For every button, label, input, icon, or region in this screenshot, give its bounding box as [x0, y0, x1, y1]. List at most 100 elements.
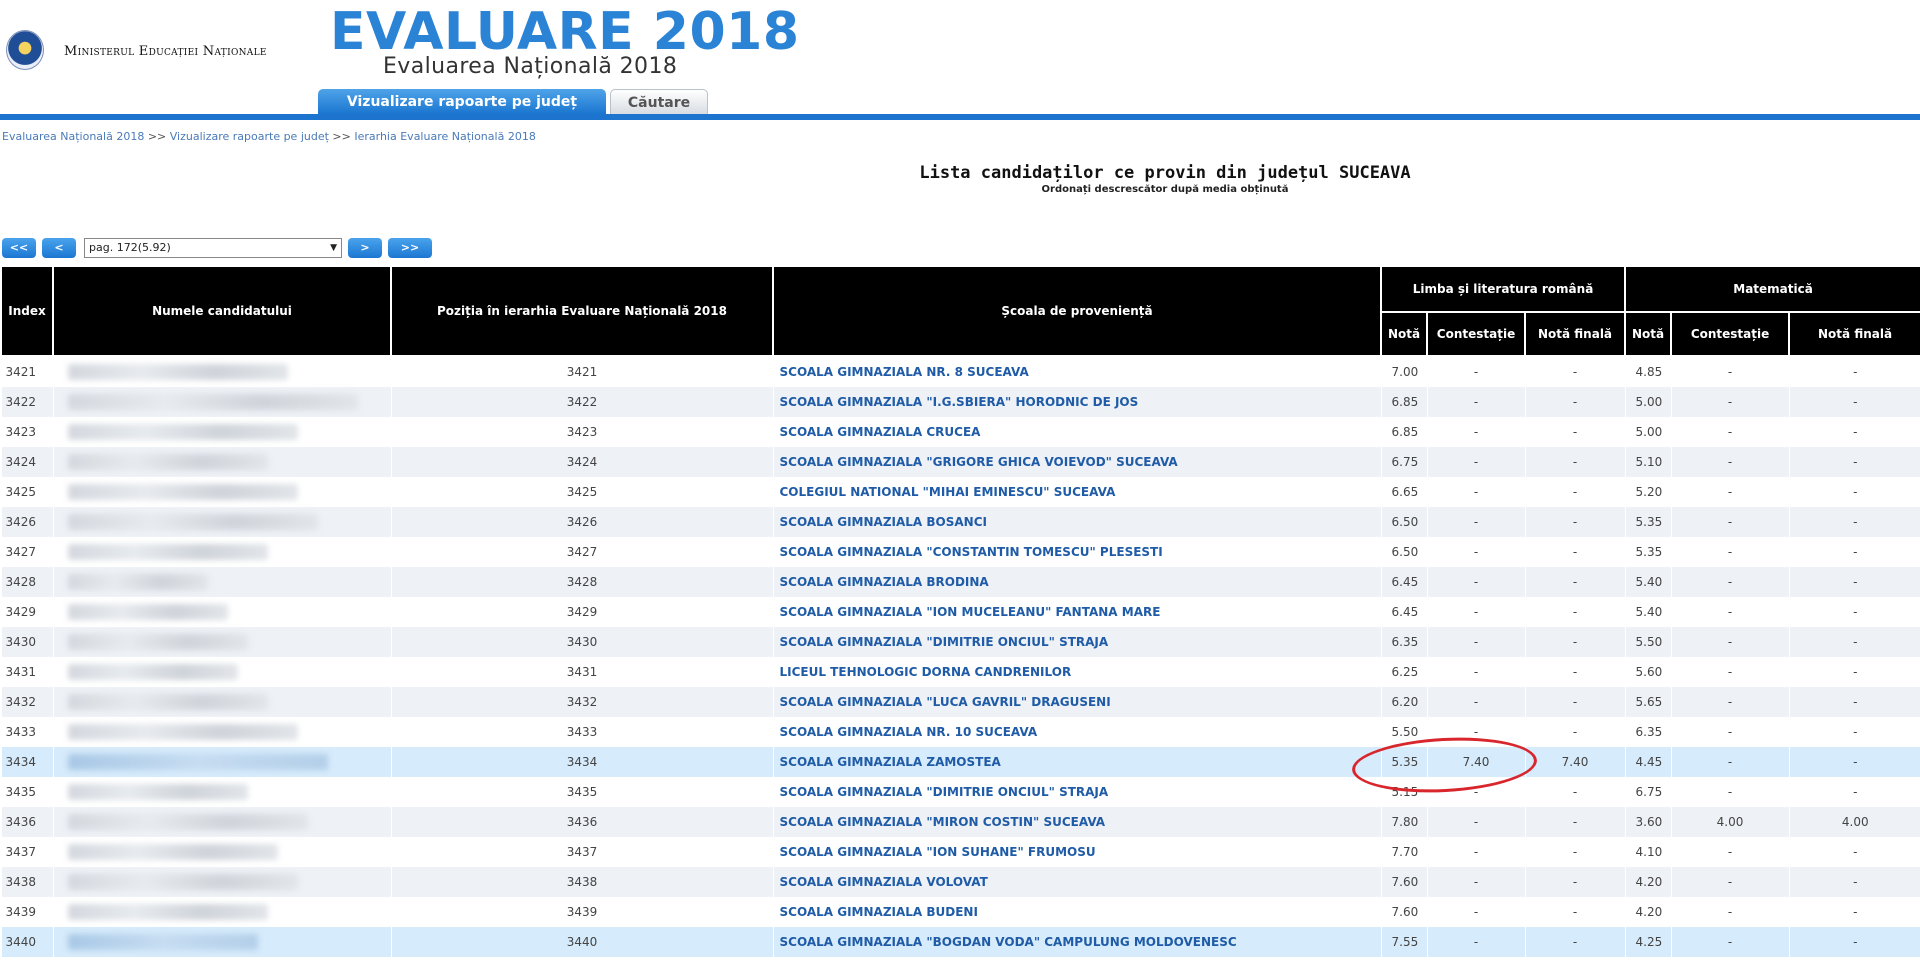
breadcrumb-item-county-reports[interactable]: Vizualizare rapoarte pe județ: [169, 130, 329, 143]
math-grade: 4.20: [1624, 867, 1672, 897]
math-grade: 4.85: [1624, 356, 1672, 387]
redacted-name: [67, 754, 328, 770]
row-index: 3425: [0, 477, 53, 507]
ro-grade: 6.50: [1380, 537, 1427, 567]
candidate-name: [52, 837, 391, 867]
school-link[interactable]: SCOALA GIMNAZIALA CRUCEA: [772, 417, 1381, 447]
col-header-name[interactable]: Numele candidatului: [52, 265, 392, 357]
school-link[interactable]: LICEUL TEHNOLOGIC DORNA CANDRENILOR: [772, 657, 1381, 687]
school-link[interactable]: SCOALA GIMNAZIALA VOLOVAT: [772, 867, 1381, 897]
math-final: -: [1788, 687, 1920, 717]
ro-grade: 6.85: [1380, 417, 1427, 447]
col-header-ro-final[interactable]: Notă finală: [1523, 311, 1627, 357]
redacted-name: [67, 514, 318, 530]
school-link[interactable]: COLEGIUL NATIONAL "MIHAI EMINESCU" SUCEA…: [772, 477, 1381, 507]
school-link[interactable]: SCOALA GIMNAZIALA BUDENI: [772, 897, 1381, 927]
math-appeal: -: [1670, 837, 1790, 867]
redacted-name: [67, 724, 298, 740]
school-link[interactable]: SCOALA GIMNAZIALA BRODINA: [772, 567, 1381, 597]
school-link[interactable]: SCOALA GIMNAZIALA "LUCA GAVRIL" DRAGUSEN…: [772, 687, 1381, 717]
row-position: 3422: [390, 387, 773, 417]
ro-final: -: [1524, 927, 1626, 957]
candidate-name: [52, 627, 391, 657]
breadcrumb: Evaluarea Națională 2018 >> Vizualizare …: [2, 130, 536, 143]
col-header-ro-grade[interactable]: Notă: [1380, 311, 1428, 357]
page-select[interactable]: pag. 172(5.92) ▼: [84, 238, 342, 258]
school-link[interactable]: SCOALA GIMNAZIALA "GRIGORE GHICA VOIEVOD…: [772, 447, 1381, 477]
math-grade: 5.20: [1624, 477, 1672, 507]
redacted-name: [67, 394, 358, 410]
ro-appeal: -: [1426, 927, 1525, 957]
table-row: 3430 3430 SCOALA GIMNAZIALA "DIMITRIE ONCI…: [0, 627, 1920, 657]
school-link[interactable]: SCOALA GIMNAZIALA "DIMITRIE ONCIUL" STRA…: [772, 777, 1381, 807]
candidate-name: [52, 507, 391, 537]
col-group-romanian: Limba și literatura română: [1379, 265, 1627, 313]
school-link[interactable]: SCOALA GIMNAZIALA "CONSTANTIN TOMESCU" P…: [772, 537, 1381, 567]
ministry-name: Ministerul Educației Naționale: [64, 44, 267, 59]
col-header-ro-appeal[interactable]: Contestație: [1426, 311, 1526, 357]
redacted-name: [67, 934, 258, 950]
redacted-name: [67, 844, 278, 860]
school-link[interactable]: SCOALA GIMNAZIALA NR. 10 SUCEAVA: [772, 717, 1381, 747]
row-position: 3421: [390, 356, 773, 387]
math-appeal: -: [1670, 717, 1790, 747]
school-link[interactable]: SCOALA GIMNAZIALA "ION MUCELEANU" FANTAN…: [772, 597, 1381, 627]
redacted-name: [67, 904, 268, 920]
school-link[interactable]: SCOALA GIMNAZIALA "BOGDAN VODA" CAMPULUN…: [772, 927, 1381, 957]
math-final: -: [1788, 567, 1920, 597]
redacted-name: [67, 424, 298, 440]
row-index: 3421: [0, 356, 53, 387]
redacted-name: [67, 604, 228, 620]
school-link[interactable]: SCOALA GIMNAZIALA "DIMITRIE ONCIUL" STRA…: [772, 627, 1381, 657]
math-grade: 5.35: [1624, 507, 1672, 537]
table-row: 3422 3422 SCOALA GIMNAZIALA "I.G.SBIERA" H…: [0, 387, 1920, 417]
row-position: 3428: [390, 567, 773, 597]
col-group-math: Matematică: [1624, 265, 1920, 313]
ro-final: -: [1524, 897, 1626, 927]
ro-appeal: -: [1426, 387, 1525, 417]
col-header-math-final[interactable]: Notă finală: [1788, 311, 1920, 357]
school-link[interactable]: SCOALA GIMNAZIALA BOSANCI: [772, 507, 1381, 537]
table-row: 3431 3431 LICEUL TEHNOLOGIC DORNA CANDRENI…: [0, 657, 1920, 687]
chevron-down-icon: ▼: [330, 243, 337, 253]
math-appeal: -: [1670, 567, 1790, 597]
col-header-school[interactable]: Școala de proveniență: [772, 265, 1382, 357]
table-row: 3424 3424 SCOALA GIMNAZIALA "GRIGORE GHICA…: [0, 447, 1920, 477]
ro-appeal: -: [1426, 687, 1525, 717]
col-header-math-grade[interactable]: Notă: [1624, 311, 1673, 357]
col-header-math-appeal[interactable]: Contestație: [1670, 311, 1791, 357]
ro-final: -: [1524, 627, 1626, 657]
ro-appeal: 7.40: [1426, 747, 1525, 777]
site-title[interactable]: EVALUARE 2018: [330, 2, 800, 62]
math-appeal: -: [1670, 897, 1790, 927]
math-appeal: -: [1670, 537, 1790, 567]
ro-final: -: [1524, 597, 1626, 627]
school-link[interactable]: SCOALA GIMNAZIALA ZAMOSTEA: [772, 747, 1381, 777]
tab-county-reports[interactable]: Vizualizare rapoarte pe județ: [318, 89, 606, 115]
first-page-button[interactable]: <<: [2, 238, 36, 258]
breadcrumb-item-home[interactable]: Evaluarea Națională 2018: [2, 130, 145, 143]
school-link[interactable]: SCOALA GIMNAZIALA NR. 8 SUCEAVA: [772, 356, 1381, 387]
school-link[interactable]: SCOALA GIMNAZIALA "ION SUHANE" FRUMOSU: [772, 837, 1381, 867]
next-page-button[interactable]: >: [348, 238, 382, 258]
table-row: 3427 3427 SCOALA GIMNAZIALA "CONSTANTIN TO…: [0, 537, 1920, 567]
col-header-position[interactable]: Poziția în ierarhia Evaluare Națională 2…: [390, 265, 774, 357]
tab-search[interactable]: Căutare: [610, 89, 708, 115]
candidates-table: Index Numele candidatului Poziția în ier…: [0, 265, 1920, 957]
math-appeal: -: [1670, 777, 1790, 807]
school-link[interactable]: SCOALA GIMNAZIALA "I.G.SBIERA" HORODNIC …: [772, 387, 1381, 417]
candidate-name: [52, 387, 391, 417]
row-index: 3429: [0, 597, 53, 627]
ro-final: -: [1524, 387, 1626, 417]
ro-final: -: [1524, 507, 1626, 537]
col-header-index[interactable]: Index: [0, 265, 54, 357]
row-position: 3424: [390, 447, 773, 477]
breadcrumb-separator: >>: [147, 130, 167, 143]
math-final: -: [1788, 747, 1920, 777]
last-page-button[interactable]: >>: [388, 238, 432, 258]
school-link[interactable]: SCOALA GIMNAZIALA "MIRON COSTIN" SUCEAVA: [772, 807, 1381, 837]
row-index: 3433: [0, 717, 53, 747]
ro-grade: 5.50: [1380, 717, 1427, 747]
math-final: -: [1788, 837, 1920, 867]
prev-page-button[interactable]: <: [42, 238, 76, 258]
